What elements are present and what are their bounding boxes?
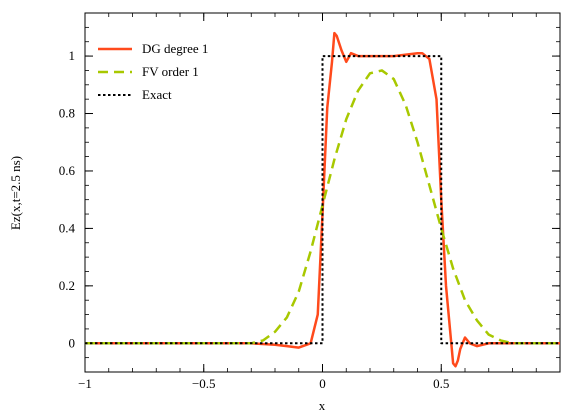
series-line-1 — [85, 69, 560, 345]
y-tick-label: 1 — [69, 48, 76, 63]
ticks: −1 −0.5 0 0.5 0 0.2 0.4 0.6 0.8 1 — [59, 12, 561, 391]
y-tick-label: 0.4 — [59, 220, 76, 235]
x-axis-label: x — [319, 398, 326, 413]
x-tick-label: −1 — [78, 376, 92, 391]
y-tick-label: 0.8 — [59, 106, 75, 121]
x-tick-label: −0.5 — [192, 376, 216, 391]
legend-label-0: DG degree 1 — [142, 41, 208, 56]
x-tick-label: 0.5 — [433, 376, 449, 391]
series-layer — [85, 31, 560, 368]
y-tick-label: 0.2 — [59, 278, 75, 293]
y-tick-label: 0.6 — [59, 163, 76, 178]
y-axis-label: Ez(x,t=2.5 ns) — [8, 156, 23, 230]
legend-label-1: FV order 1 — [142, 64, 199, 79]
y-tick-label: 0 — [69, 335, 76, 350]
x-tick-label: 0 — [319, 376, 326, 391]
series-line-0 — [85, 31, 560, 368]
series-line-2 — [85, 55, 560, 345]
legend: DG degree 1 FV order 1 Exact — [98, 41, 208, 102]
legend-label-2: Exact — [142, 87, 172, 102]
